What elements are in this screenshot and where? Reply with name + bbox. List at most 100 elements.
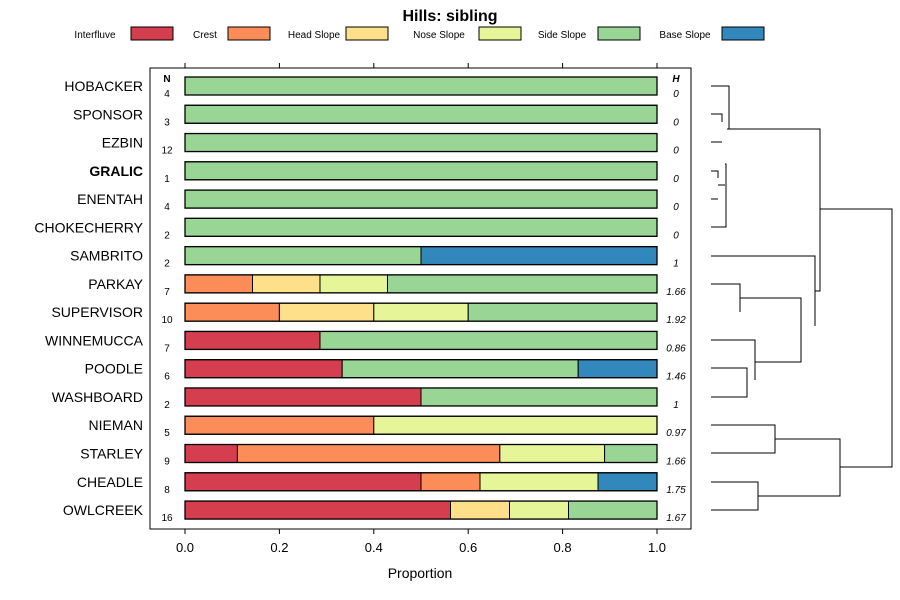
x-tick-label: 0.8 [554, 540, 572, 555]
row-n-value: 2 [164, 230, 170, 241]
legend-label: Side Slope [538, 30, 587, 41]
row-n-value: 5 [164, 428, 170, 439]
bar-segment [184, 302, 280, 322]
row-n-value: 4 [164, 202, 170, 213]
row-h-value: 0 [673, 146, 679, 157]
row-label: EZBIN [102, 135, 143, 151]
bar-segment [450, 500, 510, 520]
bar-segment [467, 302, 658, 322]
row-n-value: 7 [164, 343, 170, 354]
dendrogram-branch [758, 438, 841, 497]
legend-swatch [130, 26, 174, 41]
row-n-value: 10 [161, 315, 173, 326]
bar-segment [341, 359, 579, 379]
legend-swatch [597, 26, 641, 41]
bar-segment [251, 274, 321, 294]
bar-outline [184, 443, 658, 464]
row-label: WINNEMUCCA [45, 332, 144, 348]
row-h-value: 1.66 [666, 457, 686, 468]
bar-segment [420, 472, 481, 492]
x-tick-label: 0.2 [270, 540, 288, 555]
dendrogram-branch [727, 128, 821, 292]
row-label: ENENTAH [77, 191, 143, 207]
row-label: NIEMAN [89, 417, 143, 433]
dendrogram-branch [711, 163, 727, 228]
bar-segment [184, 274, 253, 294]
dendrogram-branch [711, 170, 719, 178]
bar-segment [184, 133, 658, 153]
legend-swatch [721, 26, 765, 41]
x-axis: 0.0 0.2 0.4 0.6 0.8 1.0 [176, 63, 666, 555]
row-label: OWLCREEK [63, 502, 144, 518]
row-h-value: 0 [673, 202, 679, 213]
row-label: CHEADLE [77, 474, 143, 490]
row-label: STARLEY [80, 446, 143, 462]
dendrogram-branch [740, 297, 802, 363]
legend-label: Interfluve [74, 30, 116, 41]
bar-segment [577, 359, 658, 379]
bar-segment [420, 246, 658, 266]
bar-segment [184, 104, 658, 124]
row-h-value: 1.66 [666, 287, 686, 298]
chart-title: Hills: sibling [402, 8, 497, 25]
bar-outline [184, 132, 658, 153]
row-h-value: 0 [673, 89, 679, 100]
legend-label: Nose Slope [413, 30, 465, 41]
row-label: POODLE [85, 361, 143, 377]
bar-segment [373, 302, 469, 322]
row-n-value: 16 [161, 513, 173, 524]
x-axis-label: Proportion [388, 565, 453, 581]
row-n-value: 3 [164, 117, 170, 128]
bar-segment [509, 500, 569, 520]
x-tick-label: 0.4 [365, 540, 383, 555]
bar-outline [184, 387, 658, 407]
bar-segment [184, 415, 375, 435]
bar-outline [184, 104, 658, 124]
dendrogram-branch [820, 208, 893, 468]
bar-segment [479, 472, 599, 492]
dendrogram-branch [711, 255, 816, 326]
legend: Interfluve Crest Head Slope Nose Slope Side … [74, 26, 765, 41]
bar-outline [184, 189, 658, 209]
row-n-value: 12 [161, 146, 173, 157]
row-n-value: 4 [164, 89, 170, 100]
row-n-value: 7 [164, 287, 170, 298]
row-n-value: 2 [164, 400, 170, 411]
bar-segment [597, 472, 658, 492]
row-n-value: 6 [164, 372, 170, 383]
bar-segment [319, 274, 388, 294]
bar-segment [420, 387, 658, 407]
row-label: WASHBOARD [52, 389, 143, 405]
dendrogram-branch [711, 339, 756, 380]
row-h-value: 0.97 [666, 428, 686, 439]
bar-segment [373, 415, 658, 435]
row-label: SUPERVISOR [51, 304, 143, 320]
bar-segment [278, 302, 375, 322]
legend-label: Crest [193, 30, 217, 41]
bar-outline [184, 330, 658, 351]
bar-segment [184, 500, 451, 520]
bar-segment [184, 246, 422, 266]
row-h-value: 0 [673, 230, 679, 241]
bar-outline [184, 274, 658, 294]
row-h-value: 1.75 [666, 485, 686, 496]
row-n-value: 1 [164, 174, 170, 185]
h-column-header: H [672, 74, 680, 85]
bar-segment [184, 387, 422, 407]
row-h-value: 1 [673, 400, 679, 411]
n-column-header: N [163, 74, 170, 85]
plot-frame [149, 67, 692, 530]
row-label: SAMBRITO [70, 248, 143, 264]
x-tick-label: 0.0 [176, 540, 194, 555]
bar-outline [184, 500, 658, 520]
row-label: CHOKECHERRY [34, 219, 143, 235]
dendrogram-branch [711, 85, 730, 130]
bar-segment [386, 274, 658, 294]
row-n-value: 9 [164, 457, 170, 468]
bar-segment [184, 217, 658, 237]
row-label: HOBACKER [64, 78, 143, 94]
bar-outline [184, 302, 658, 322]
row-n-value: 2 [164, 259, 170, 270]
bar-segment [184, 444, 238, 464]
bar-segment [184, 330, 321, 350]
